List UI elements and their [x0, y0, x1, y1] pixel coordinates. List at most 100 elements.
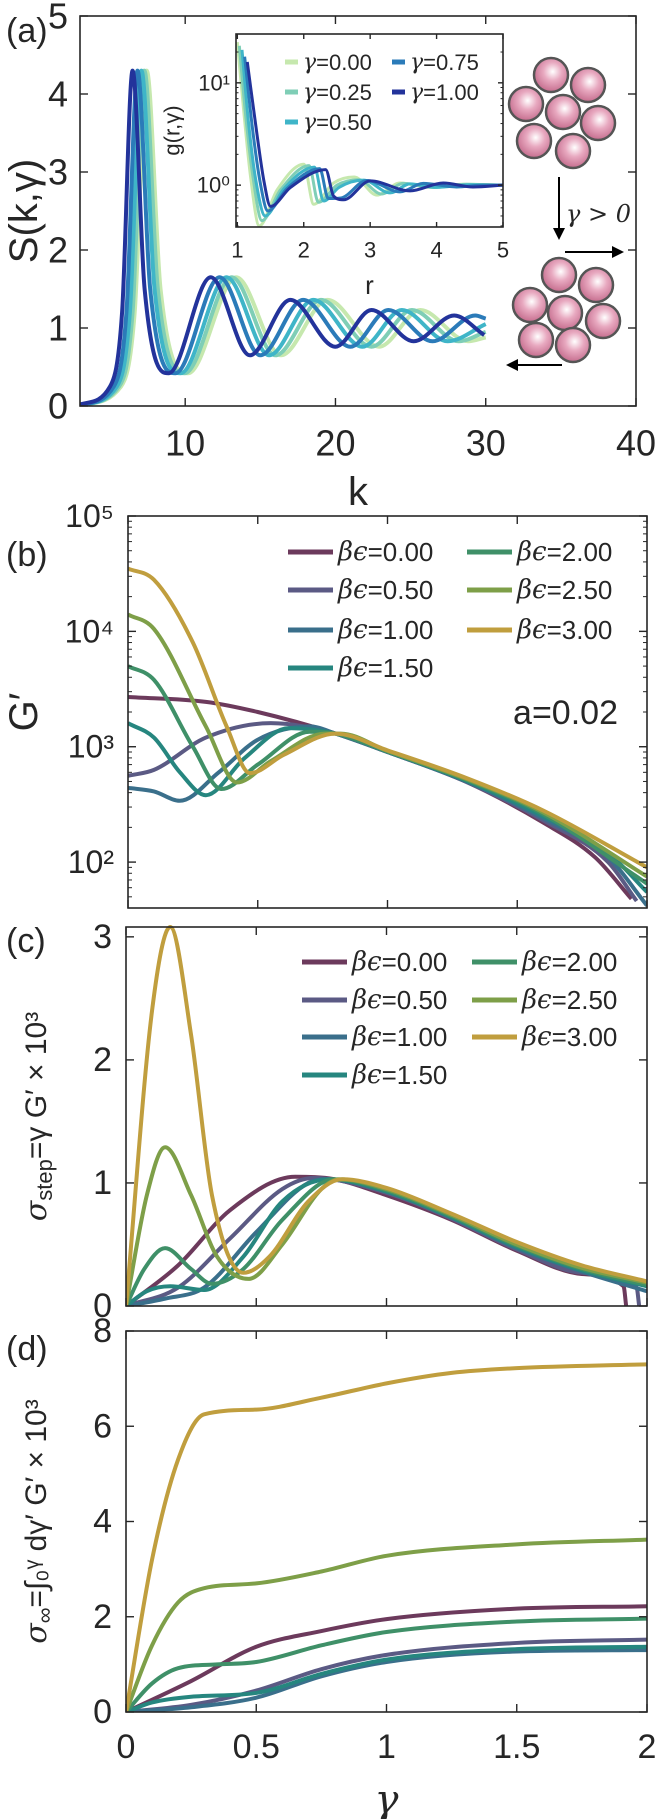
- legend-value: =0.50: [382, 985, 448, 1015]
- legend-label: βϵ=2.50: [516, 575, 612, 605]
- legend-symbol: γ: [303, 50, 317, 75]
- legend-value: =1.50: [382, 1060, 448, 1090]
- y-title-symbol: σ: [19, 1622, 54, 1644]
- legend-label: βϵ=0.50: [351, 985, 447, 1015]
- legend-value: =0.25: [316, 80, 372, 105]
- series-line-1.00: [126, 1648, 647, 1712]
- y-tick-label: 5: [48, 0, 68, 37]
- legend-value: =0.50: [368, 575, 434, 605]
- series-line-2.50: [126, 1145, 647, 1306]
- panel-label: (a): [6, 12, 48, 50]
- series-group: [128, 566, 647, 907]
- legend-label: βϵ=1.00: [337, 615, 433, 645]
- series-line-3.00: [126, 1362, 647, 1712]
- x-tick-label: 10: [165, 423, 205, 464]
- legend-symbol: βϵ: [516, 615, 547, 645]
- y-axis-title: G′: [2, 693, 46, 732]
- legend-item: βϵ=0.50: [288, 575, 433, 605]
- y-axis-title: σstep=γ G′ × 10³: [19, 1012, 57, 1221]
- y-tick-label: 10¹: [198, 70, 230, 95]
- legend-item: βϵ=2.50: [472, 985, 617, 1015]
- particle: [544, 93, 582, 131]
- x-tick-label: 1: [377, 1728, 396, 1766]
- y-tick-label: 10³: [68, 729, 115, 765]
- legend-label: βϵ=1.50: [351, 1060, 447, 1090]
- legend-symbol: βϵ: [337, 575, 368, 605]
- series-line-2.00: [126, 1616, 647, 1712]
- panel-label: (d): [6, 1330, 48, 1368]
- particle: [540, 256, 578, 294]
- legend-label: βϵ=1.50: [337, 653, 433, 683]
- y-title-symbol: σ: [19, 1199, 54, 1221]
- x-tick-label: 2: [638, 1728, 657, 1766]
- panel-label: (c): [6, 922, 46, 960]
- legend-value: =2.00: [552, 947, 618, 977]
- panel-inset: 1 2 3 4 510⁰10¹rg(r,γ)γ=0.00γ=0.25γ=0.50γ=0.…: [160, 33, 509, 300]
- y-tick-label: 1: [93, 1164, 112, 1202]
- legend-symbol: βϵ: [516, 537, 547, 567]
- series-line-1.50: [126, 1644, 647, 1712]
- y-tick-label: 3: [48, 152, 68, 193]
- legend-label: γ=0.25: [303, 80, 372, 105]
- legend-item: γ=0.50: [285, 110, 372, 135]
- x-tick-label: 4: [430, 238, 442, 263]
- particle: [554, 132, 592, 170]
- legend-item: βϵ=2.00: [467, 537, 612, 567]
- y-tick-label: 6: [93, 1407, 112, 1445]
- legend-item: βϵ=0.00: [288, 537, 433, 567]
- particle: [577, 266, 615, 304]
- panel-label: (b): [6, 536, 48, 574]
- legend-label: βϵ=0.00: [351, 947, 447, 977]
- legend-label: βϵ=0.50: [337, 575, 433, 605]
- series-group: [236, 41, 503, 227]
- legend-value: =2.00: [547, 537, 613, 567]
- legend-label: βϵ=2.50: [521, 985, 617, 1015]
- legend-label: βϵ=3.00: [516, 615, 612, 645]
- shear-label: γ > 0: [566, 200, 631, 228]
- particle: [579, 104, 617, 142]
- legend-item: βϵ=2.00: [472, 947, 617, 977]
- legend-symbol: βϵ: [351, 947, 382, 977]
- series-line-3.00: [128, 566, 647, 870]
- x-tick-label: 0: [117, 1728, 136, 1766]
- legend-symbol: βϵ: [351, 1060, 382, 1090]
- y-tick-label: 3: [93, 918, 112, 956]
- series-line-0.00: [126, 1604, 647, 1712]
- y-axis-title: σ∞=∫₀ᵞ dγ′ G′ × 10³: [19, 1399, 57, 1644]
- legend-item: γ=0.25: [285, 80, 372, 105]
- series-line-0.50: [126, 1637, 647, 1712]
- x-tick-label: 40: [616, 423, 656, 464]
- legend-label: γ=0.50: [303, 110, 372, 135]
- y-tick-label: 4: [93, 1503, 112, 1541]
- legend-symbol: βϵ: [516, 575, 547, 605]
- series-group: [80, 68, 487, 406]
- legend-item: βϵ=0.50: [302, 985, 447, 1015]
- y-axis-title: S(k,γ): [2, 159, 46, 263]
- legend-symbol: γ: [410, 80, 424, 105]
- parameter-annotation: a=0.02: [513, 694, 618, 732]
- legend-value: =3.00: [547, 615, 613, 645]
- legend-item: βϵ=3.00: [472, 1022, 617, 1052]
- legend-item: βϵ=1.00: [288, 615, 433, 645]
- legend-label: βϵ=1.00: [351, 1022, 447, 1052]
- y-tick-label: 2: [93, 1041, 112, 1079]
- plot-area: [126, 927, 647, 1306]
- y-tick-label: 0: [48, 386, 68, 427]
- particle: [554, 326, 592, 364]
- x-axis-title: γ: [375, 1777, 399, 1819]
- x-tick-label: 2: [298, 238, 310, 263]
- y-title-subscript: step: [32, 1159, 57, 1201]
- y-tick-label: 2: [93, 1598, 112, 1636]
- legend-value: =1.00: [423, 80, 479, 105]
- legend-symbol: βϵ: [521, 947, 552, 977]
- y-title-rest: =∫₀ᵞ dγ′ G′ × 10³: [20, 1399, 53, 1607]
- series-line-0.25: [80, 68, 487, 406]
- legend-symbol: γ: [303, 80, 317, 105]
- particle: [546, 294, 584, 332]
- legend-label: βϵ=2.00: [521, 947, 617, 977]
- legend-item: βϵ=0.00: [302, 947, 447, 977]
- legend-value: =1.00: [368, 615, 434, 645]
- series-line-1.00: [80, 68, 486, 406]
- legend-symbol: βϵ: [351, 985, 382, 1015]
- legend-value: =0.50: [316, 110, 372, 135]
